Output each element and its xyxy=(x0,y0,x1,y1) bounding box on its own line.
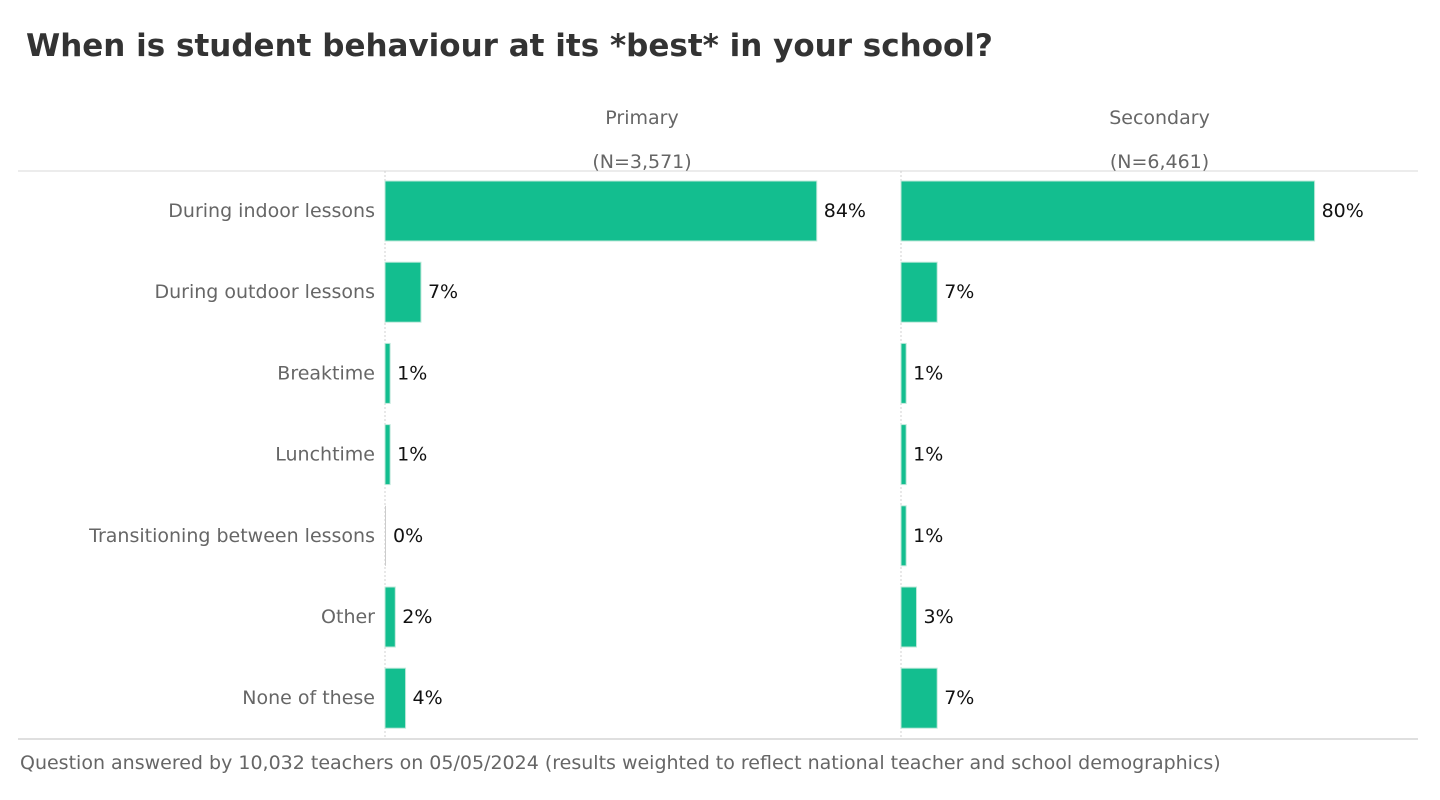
panel-title: Secondary xyxy=(1109,107,1210,129)
bar xyxy=(385,505,386,566)
panel-subtitle: (N=3,571) xyxy=(592,151,691,173)
category-label: Transitioning between lessons xyxy=(88,525,375,547)
data-label: 1% xyxy=(913,444,943,466)
data-label: 3% xyxy=(924,606,954,628)
data-label: 4% xyxy=(413,687,443,709)
bar xyxy=(900,342,907,404)
bar xyxy=(900,261,938,323)
category-label: During outdoor lessons xyxy=(154,281,375,303)
bar xyxy=(900,667,938,729)
value-labels: 84% 7% 1% 1% 0% 2% 4% 80% 7% 1% 1% 1% 3% 7% xyxy=(393,200,1364,709)
data-label: 7% xyxy=(944,687,974,709)
data-label: 1% xyxy=(913,525,943,547)
bar xyxy=(900,505,907,567)
panel-subtitle: (N=6,461) xyxy=(1110,151,1209,173)
panel-title: Primary xyxy=(605,107,678,129)
category-label: Lunchtime xyxy=(275,444,375,466)
bar xyxy=(384,424,391,486)
bar xyxy=(384,342,391,404)
data-label: 7% xyxy=(944,281,974,303)
bar xyxy=(384,586,396,648)
data-label: 2% xyxy=(402,606,432,628)
frame-lines xyxy=(18,170,1418,740)
bar xyxy=(900,424,907,486)
category-label: Other xyxy=(321,606,375,628)
data-label: 80% xyxy=(1322,200,1364,222)
data-label: 1% xyxy=(913,362,943,384)
data-label: 7% xyxy=(428,281,458,303)
bar xyxy=(900,586,918,648)
category-label: Breaktime xyxy=(277,362,375,384)
bars xyxy=(384,180,1316,729)
data-label: 1% xyxy=(397,444,427,466)
chart-footnote: Question answered by 10,032 teachers on … xyxy=(20,752,1221,774)
bar xyxy=(384,261,422,323)
bar xyxy=(384,667,407,729)
panel-headers: Primary (N=3,571) Secondary (N=6,461) xyxy=(592,107,1209,173)
data-label: 0% xyxy=(393,525,423,547)
data-label: 84% xyxy=(824,200,866,222)
chart-title: When is student behaviour at its *best* … xyxy=(26,28,993,64)
data-label: 1% xyxy=(397,362,427,384)
category-labels: During indoor lessons During outdoor less… xyxy=(88,200,375,709)
bar xyxy=(384,180,818,242)
category-label: None of these xyxy=(242,687,375,709)
category-label: During indoor lessons xyxy=(168,200,375,222)
bar xyxy=(900,180,1316,242)
